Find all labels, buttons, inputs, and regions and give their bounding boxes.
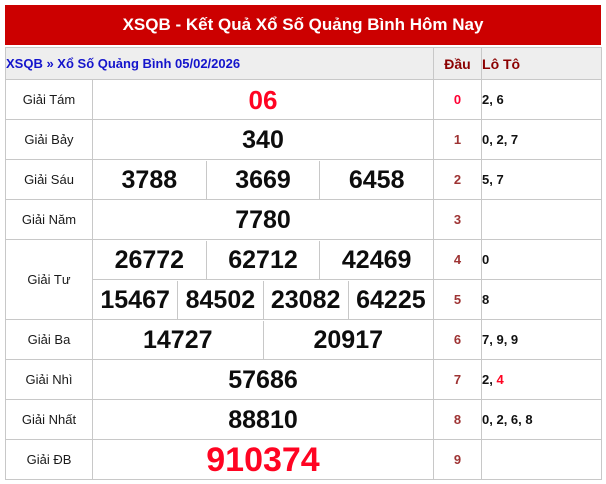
prize-label-giai-bay: Giải Bảy <box>5 119 93 160</box>
page-title: XSQB - Kết Quả Xổ Số Quảng Bình Hôm Nay <box>5 5 601 45</box>
prize-number: 88810 <box>228 405 298 434</box>
row-giai-ba: Giải Ba 14727 20917 6 7, 9, 9 <box>5 319 603 360</box>
row-giai-sau: Giải Sáu 3788 3669 6458 2 5, 7 <box>5 159 603 200</box>
row-giai-db: Giải ĐB 910374 9 <box>5 439 603 480</box>
prize-number: 42469 <box>319 240 432 279</box>
loto-values: 7, 9, 9 <box>481 319 603 360</box>
dau-digit: 8 <box>433 399 483 440</box>
dau-column-header: Đầu <box>433 47 483 80</box>
prize-number: 62712 <box>205 240 320 279</box>
loto-values: 2, 6 <box>481 79 603 120</box>
prize-number: 06 <box>248 84 278 115</box>
breadcrumb[interactable]: XSQB » Xổ Số Quảng Bình 05/02/2026 <box>6 55 241 71</box>
prize-number: 20917 <box>262 320 433 359</box>
dau-digit: 6 <box>433 319 483 360</box>
dau-digit: 9 <box>433 439 483 480</box>
row-giai-nam: Giải Năm 7780 3 <box>5 199 603 240</box>
prize-label-giai-nhi: Giải Nhì <box>5 359 93 400</box>
loto-red-part: 4 <box>496 372 504 387</box>
prize-number: 3788 <box>121 165 178 194</box>
prize-label-giai-nhat: Giải Nhất <box>5 399 93 440</box>
prize-number: 3669 <box>205 160 320 199</box>
loto-values: 0, 2, 6, 8 <box>481 399 603 440</box>
prize-number: 7780 <box>235 205 291 234</box>
row-giai-tam: Giải Tám 06 0 2, 6 <box>5 79 603 120</box>
prize-label-giai-db: Giải ĐB <box>5 439 93 480</box>
prize-number: 14727 <box>142 325 213 354</box>
prize-number: 64225 <box>347 280 433 319</box>
prize-number: 23082 <box>262 280 348 319</box>
table-header-row: XSQB » Xổ Số Quảng Bình 05/02/2026 Đầu L… <box>4 47 603 80</box>
loto-black-part: 2, <box>482 372 497 387</box>
prize-label-giai-ba: Giải Ba <box>5 319 93 360</box>
prize-number: 57686 <box>228 365 298 394</box>
prize-label-giai-tam: Giải Tám <box>5 79 93 120</box>
prize-number: 84502 <box>177 280 262 319</box>
loto-values: 8 <box>481 279 603 320</box>
prize-label-giai-sau: Giải Sáu <box>5 159 93 200</box>
prize-number: 15467 <box>100 285 170 314</box>
loto-values: 0, 2, 7 <box>481 119 603 160</box>
loto-values: 0 <box>481 239 603 280</box>
dau-digit: 1 <box>433 119 483 160</box>
row-giai-nhat: Giải Nhất 88810 8 0, 2, 6, 8 <box>5 399 603 440</box>
row-giai-tu-1: Giải Tư 26772 62712 42469 4 0 <box>5 239 603 320</box>
prize-number: 340 <box>242 125 284 154</box>
dau-digit: 2 <box>433 159 483 200</box>
row-giai-bay: Giải Bảy 340 1 0, 2, 7 <box>5 119 603 160</box>
dau-digit: 3 <box>433 199 483 240</box>
results-table: XSQB » Xổ Số Quảng Bình 05/02/2026 Đầu L… <box>4 47 603 480</box>
dau-digit: 0 <box>433 79 483 120</box>
loto-values <box>481 439 603 480</box>
prize-number: 26772 <box>114 245 185 274</box>
dau-digit: 5 <box>433 279 483 320</box>
loto-values: 5, 7 <box>481 159 603 200</box>
row-giai-tu-2: 15467 84502 23082 64225 5 8 <box>5 279 603 320</box>
dau-digit: 7 <box>433 359 483 400</box>
dau-digit: 4 <box>433 239 483 280</box>
row-giai-nhi: Giải Nhì 57686 7 2, 4 <box>5 359 603 400</box>
loto-values: 2, 4 <box>481 359 603 400</box>
prize-number-special: 910374 <box>206 440 320 479</box>
loto-column-header: Lô Tô <box>481 47 603 80</box>
prize-label-giai-nam: Giải Năm <box>5 199 93 240</box>
prize-label-giai-tu: Giải Tư <box>5 239 93 320</box>
loto-values <box>481 199 603 240</box>
breadcrumb-cell: XSQB » Xổ Số Quảng Bình 05/02/2026 <box>4 47 435 80</box>
prize-number: 6458 <box>319 160 432 199</box>
